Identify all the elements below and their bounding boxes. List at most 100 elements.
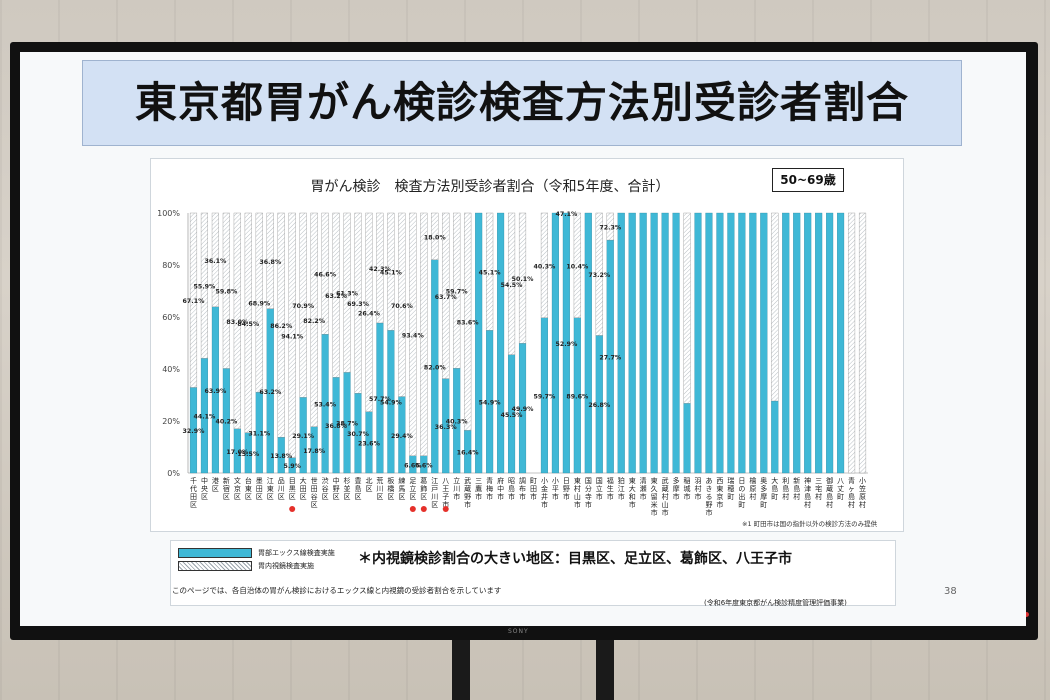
highlight-marker-icon — [442, 506, 449, 512]
x-category-label: 渋谷区 — [322, 476, 329, 501]
brand-logo: SONY — [508, 628, 529, 635]
bar-xray — [738, 212, 746, 474]
age-label: 50~69歳 — [772, 168, 844, 192]
data-label-xray: 30.7% — [347, 431, 370, 438]
bar-xray — [694, 212, 702, 474]
bar-endoscopy — [288, 212, 296, 458]
bar-endoscopy — [398, 212, 406, 397]
bar-xray — [639, 212, 647, 474]
data-label-xray: 63.9% — [204, 388, 227, 395]
x-category-label: 三宅村 — [815, 477, 822, 501]
x-category-label: 利島村 — [782, 476, 789, 501]
data-label-endoscopy: 94.1% — [281, 333, 304, 340]
x-category-label: 江戸川区 — [431, 477, 438, 509]
x-category-label: 小金井市 — [541, 476, 548, 509]
x-category-label: 瑞穂町 — [727, 476, 734, 501]
bar-xray — [661, 212, 669, 474]
bar-endoscopy — [310, 212, 318, 427]
bar-xray — [837, 212, 845, 474]
bar-endoscopy — [189, 212, 198, 388]
data-label-endoscopy: 61.3% — [336, 291, 359, 298]
bar-endoscopy — [858, 212, 867, 474]
data-label-endoscopy: 83.6% — [457, 320, 480, 327]
data-label-endoscopy: 26.4% — [358, 310, 381, 317]
bar-endoscopy — [332, 212, 340, 378]
x-category-label: 狛江市 — [618, 476, 625, 501]
x-category-label: 青梅市 — [486, 476, 493, 501]
bar-endoscopy — [453, 212, 461, 369]
x-category-label: 港区 — [212, 476, 219, 493]
bar-xray — [826, 212, 834, 474]
bar-endoscopy — [486, 212, 494, 331]
x-category-label: 三鷹市 — [475, 477, 482, 501]
x-category-label: 府中市 — [497, 476, 504, 501]
data-label-xray: 44.1% — [194, 414, 217, 421]
data-label-endoscopy: 68.9% — [248, 301, 271, 308]
data-label-xray: 59.7% — [534, 393, 557, 400]
data-label-xray: 38.7% — [336, 421, 359, 428]
y-tick-label: 20% — [162, 417, 180, 426]
bar-xray — [562, 212, 570, 474]
bar-xray — [815, 212, 823, 474]
bar-xray — [782, 212, 790, 474]
bar-endoscopy — [847, 212, 856, 474]
data-label-xray: 32.9% — [183, 428, 206, 435]
x-category-label: 八丈町 — [837, 477, 844, 501]
legend-label-endo: 胃内視鏡検査実施 — [258, 562, 314, 570]
data-label-endoscopy: 69.3% — [347, 301, 370, 308]
x-category-label: 中央区 — [201, 476, 208, 501]
bar-xray — [650, 212, 658, 474]
x-category-label: 町田市 — [530, 477, 537, 501]
x-category-label: 昭島市 — [508, 477, 515, 501]
bar-endoscopy — [266, 212, 274, 309]
x-category-label: 北区 — [365, 477, 372, 493]
bar-xray — [705, 212, 713, 474]
y-tick-label: 100% — [157, 209, 180, 218]
x-category-label: 品川区 — [278, 477, 285, 501]
data-label-endoscopy: 70.9% — [292, 303, 315, 310]
data-label-endoscopy: 63.7% — [435, 294, 458, 301]
bar-endoscopy — [321, 212, 329, 335]
data-label-xray: 82.0% — [424, 364, 447, 371]
bar-endoscopy — [420, 212, 428, 456]
bar-xray — [584, 212, 592, 474]
x-category-label: 東大和市 — [629, 476, 636, 509]
data-label-xray: 40.3% — [446, 419, 469, 426]
data-label-endoscopy: 73.2% — [588, 272, 611, 279]
chart-footnote: ※1 町田市は国の指針以外の検診方法のみ提供 — [742, 520, 878, 528]
bar-endoscopy — [573, 212, 581, 318]
bar-xray — [793, 212, 801, 474]
x-category-label: 東久留米市 — [651, 476, 658, 517]
data-label-endoscopy: 47.1% — [555, 211, 578, 218]
legend-box — [170, 540, 896, 606]
monitor-stand-left — [452, 640, 470, 700]
data-label-endoscopy: 45.1% — [479, 270, 502, 277]
x-category-label: 千代田区 — [190, 476, 197, 509]
x-category-label: 板橋区 — [387, 476, 394, 501]
bar-endoscopy — [431, 212, 439, 260]
data-label-xray: 13.8% — [270, 453, 293, 460]
y-tick-label: 0% — [167, 469, 180, 478]
data-label-xray: 40.2% — [215, 419, 238, 426]
bar-endoscopy — [343, 212, 351, 373]
data-label-endoscopy: 55.9% — [194, 284, 217, 291]
highlight-marker-icon — [289, 506, 296, 512]
data-label-endoscopy: 72.3% — [599, 225, 622, 232]
x-category-label: 豊島区 — [355, 476, 362, 501]
bar-endoscopy — [540, 212, 549, 318]
bar-endoscopy — [222, 212, 230, 369]
data-label-xray: 45.5% — [501, 412, 524, 419]
bar-xray — [804, 212, 812, 474]
data-label-xray: 57.7% — [369, 396, 392, 403]
x-category-label: 檜原村 — [749, 476, 756, 501]
data-label-endoscopy: 54.5% — [501, 282, 524, 289]
bar-endoscopy — [376, 212, 384, 324]
bar-xray — [497, 212, 505, 474]
x-category-label: 武蔵村山市 — [662, 476, 669, 517]
x-category-label: 神津島村 — [804, 476, 811, 509]
legend-swatch-endo — [178, 561, 252, 571]
x-category-label: 世田谷区 — [311, 476, 318, 509]
data-label-endoscopy: 18.0% — [424, 234, 447, 241]
x-category-label: 大田区 — [300, 476, 307, 501]
highlight-note: ＊内視鏡検診割合の大きい地区：目黒区、足立区、葛飾区、八王子市 — [358, 551, 792, 567]
